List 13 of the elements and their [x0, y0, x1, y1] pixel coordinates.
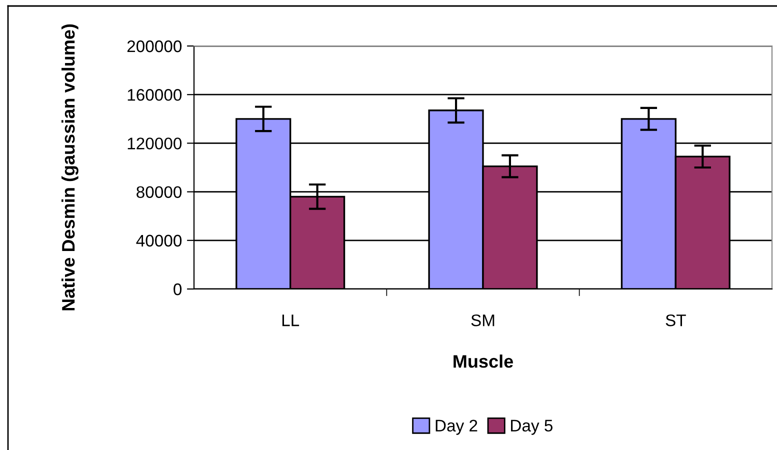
y-tick-label: 80000 — [136, 186, 182, 198]
y-tick-label: 0 — [174, 283, 182, 296]
x-tick-label: ST — [666, 314, 686, 326]
y-tick-label: 120000 — [128, 138, 182, 150]
x-axis-title: Muscle — [454, 354, 513, 368]
y-tick-label: 40000 — [136, 234, 182, 247]
legend-label: Day 2 — [436, 420, 478, 435]
y-tick-label: 160000 — [128, 89, 182, 101]
legend-label: Day 5 — [511, 420, 553, 435]
x-tick-label: SM — [471, 314, 494, 326]
x-tick-label: LL — [282, 314, 300, 326]
y-tick-label: 200000 — [127, 40, 182, 52]
y-axis-title: Native Desmin (gaussian volume) — [61, 24, 78, 310]
